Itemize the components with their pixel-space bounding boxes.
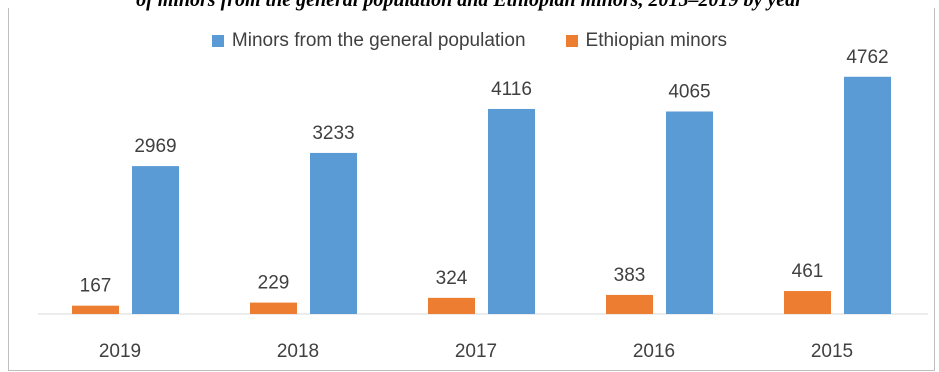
bar-general-2016 bbox=[666, 111, 713, 314]
data-label-ethiopian-2017: 324 bbox=[436, 268, 468, 289]
legend-label-general: Minors from the general population bbox=[231, 30, 526, 51]
legend-swatch-general bbox=[211, 35, 224, 47]
data-label-ethiopian-2019: 167 bbox=[80, 276, 112, 297]
bar-general-2019 bbox=[132, 166, 179, 314]
data-label-ethiopian-2015: 461 bbox=[792, 261, 824, 282]
bar-general-2018 bbox=[310, 152, 357, 314]
bar-general-2015 bbox=[844, 76, 891, 315]
chart-frame bbox=[8, 8, 935, 371]
x-tick-label-2016: 2016 bbox=[633, 341, 675, 362]
bar-ethiopian-2019 bbox=[72, 305, 119, 314]
bar-ethiopian-2018 bbox=[250, 302, 297, 314]
legend-item-general: Minors from the general population bbox=[211, 30, 526, 52]
legend: Minors from the general population Ethio… bbox=[0, 30, 939, 52]
legend-item-ethiopian: Ethiopian minors bbox=[565, 30, 728, 52]
data-label-ethiopian-2016: 383 bbox=[614, 265, 646, 286]
legend-label-ethiopian: Ethiopian minors bbox=[585, 30, 728, 51]
x-tick-label-2017: 2017 bbox=[455, 341, 497, 362]
x-tick-label-2018: 2018 bbox=[277, 341, 319, 362]
data-label-general-2019: 2969 bbox=[134, 136, 176, 157]
data-label-general-2015: 4762 bbox=[846, 47, 888, 68]
data-label-general-2016: 4065 bbox=[668, 81, 710, 102]
data-label-general-2018: 3233 bbox=[312, 123, 354, 144]
data-label-general-2017: 4116 bbox=[491, 79, 532, 100]
bar-ethiopian-2017 bbox=[428, 297, 475, 314]
x-tick-label-2019: 2019 bbox=[99, 341, 141, 362]
x-tick-label-2015: 2015 bbox=[811, 341, 853, 362]
data-label-ethiopian-2018: 229 bbox=[258, 273, 290, 294]
bar-ethiopian-2016 bbox=[606, 294, 653, 314]
chart-title: of minors from the general population an… bbox=[136, 0, 803, 11]
bar-general-2017 bbox=[488, 108, 535, 314]
legend-swatch-ethiopian bbox=[565, 35, 578, 47]
bar-ethiopian-2015 bbox=[784, 291, 831, 314]
